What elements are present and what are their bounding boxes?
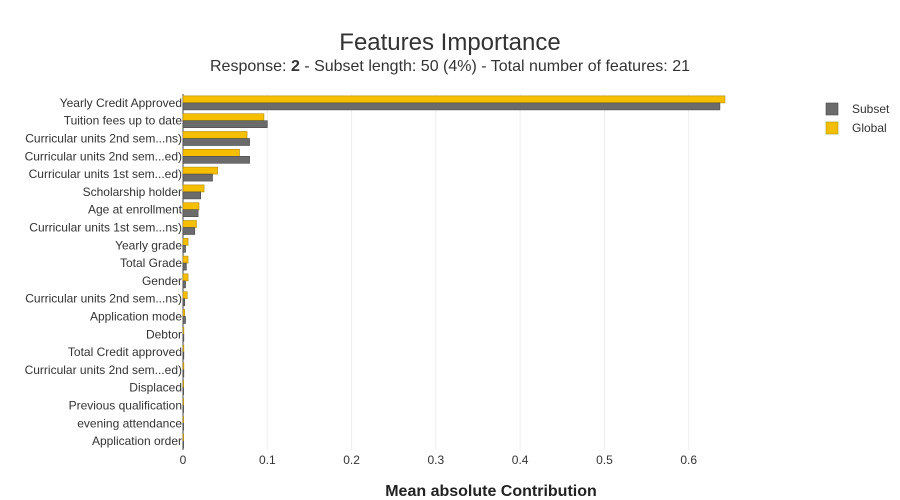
y-tick-label: Debtor (146, 327, 182, 341)
bar-global[interactable] (182, 220, 197, 228)
legend-label[interactable]: Global (852, 121, 887, 135)
x-tick-label: 0.3 (428, 453, 445, 467)
bar-global[interactable] (182, 398, 184, 406)
bar-subset[interactable] (182, 209, 199, 217)
chart-subtitle: Response: 2 - Subset length: 50 (4%) - T… (210, 58, 690, 75)
bars (182, 95, 726, 449)
bar-global[interactable] (182, 291, 188, 300)
y-tick-label: Application order (92, 434, 182, 448)
bar-global[interactable] (182, 131, 248, 139)
bar-subset[interactable] (182, 333, 185, 342)
bar-global[interactable] (182, 149, 240, 157)
x-tick-labels: 0 0.1 0.2 0.3 0.4 0.5 0.6 (180, 453, 698, 467)
bar-global[interactable] (182, 433, 184, 442)
bar-global[interactable] (182, 309, 185, 317)
y-tick-label: Curricular units 2nd sem...ns) (25, 292, 182, 306)
x-axis-label: Mean absolute Contribution (385, 483, 597, 500)
bar-subset[interactable] (182, 156, 250, 164)
y-tick-label: Yearly grade (115, 238, 182, 252)
bar-global[interactable] (182, 415, 184, 424)
y-tick-label: Total Credit approved (68, 345, 182, 359)
subtitle-prefix: Response: (210, 58, 291, 75)
legend-label[interactable]: Subset (852, 102, 890, 116)
y-tick-label: Age at enrollment (88, 203, 183, 217)
legend-swatch[interactable] (825, 121, 839, 135)
bar-subset[interactable] (182, 387, 184, 396)
bar-global[interactable] (182, 238, 189, 246)
bar-global[interactable] (182, 380, 184, 389)
bar-global[interactable] (182, 362, 185, 371)
bar-subset[interactable] (182, 173, 213, 182)
bar-subset[interactable] (182, 316, 186, 324)
x-tick-label: 0.4 (512, 453, 529, 467)
bar-subset[interactable] (182, 405, 184, 413)
bar-subset[interactable] (182, 245, 186, 253)
bar-subset[interactable] (182, 351, 185, 360)
bar-global[interactable] (182, 113, 265, 121)
y-tick-label: Scholarship holder (83, 185, 182, 199)
y-tick-label: Curricular units 1st sem...ed) (29, 167, 182, 181)
bar-subset[interactable] (182, 422, 184, 431)
bar-global[interactable] (182, 273, 189, 282)
y-tick-label: Total Grade (120, 256, 182, 270)
y-tick-label: Curricular units 2nd sem...ed) (25, 149, 182, 163)
chart-title: Features Importance (339, 29, 560, 56)
bar-subset[interactable] (182, 102, 721, 111)
bar-subset[interactable] (182, 440, 184, 449)
gridlines (182, 94, 690, 450)
y-tick-label: Previous qualification (69, 399, 182, 413)
legend[interactable]: Subset Global (825, 102, 890, 135)
bar-global[interactable] (182, 255, 189, 264)
y-tick-label: Curricular units 1st sem...ns) (29, 221, 182, 235)
subtitle-response: 2 (291, 58, 300, 75)
x-tick-label: 0.1 (259, 453, 276, 467)
y-tick-label: evening attendance (77, 416, 182, 430)
y-tick-label: Yearly Credit Approved (60, 96, 182, 110)
y-tick-label: Application mode (90, 310, 182, 324)
bar-subset[interactable] (182, 120, 268, 128)
y-tick-label: Tuition fees up to date (64, 114, 183, 128)
bar-subset[interactable] (182, 191, 202, 200)
legend-swatch[interactable] (825, 102, 839, 116)
y-tick-label: Curricular units 2nd sem...ns) (25, 132, 182, 146)
bar-subset[interactable] (182, 369, 185, 378)
y-tick-labels: Yearly Credit Approved Tuition fees up to… (25, 96, 183, 448)
bar-global[interactable] (182, 326, 185, 335)
x-tick-label: 0.6 (680, 453, 697, 467)
y-tick-label: Displaced (129, 381, 182, 395)
bar-subset[interactable] (182, 227, 196, 235)
x-tick-label: 0.2 (343, 453, 360, 467)
bar-global[interactable] (182, 344, 185, 353)
y-tick-label: Gender (142, 274, 182, 288)
bar-global[interactable] (182, 166, 218, 175)
bar-subset[interactable] (182, 262, 187, 271)
subtitle-suffix: - Subset length: 50 (4%) - Total number … (300, 58, 690, 75)
bar-global[interactable] (182, 95, 726, 104)
y-tick-label: Curricular units 2nd sem...ed) (25, 363, 182, 377)
x-tick-label: 0 (180, 453, 187, 467)
bar-subset[interactable] (182, 298, 185, 307)
bar-subset[interactable] (182, 138, 250, 146)
bar-subset[interactable] (182, 280, 186, 289)
x-tick-label: 0.5 (596, 453, 613, 467)
bar-global[interactable] (182, 202, 200, 210)
bar-global[interactable] (182, 184, 205, 193)
